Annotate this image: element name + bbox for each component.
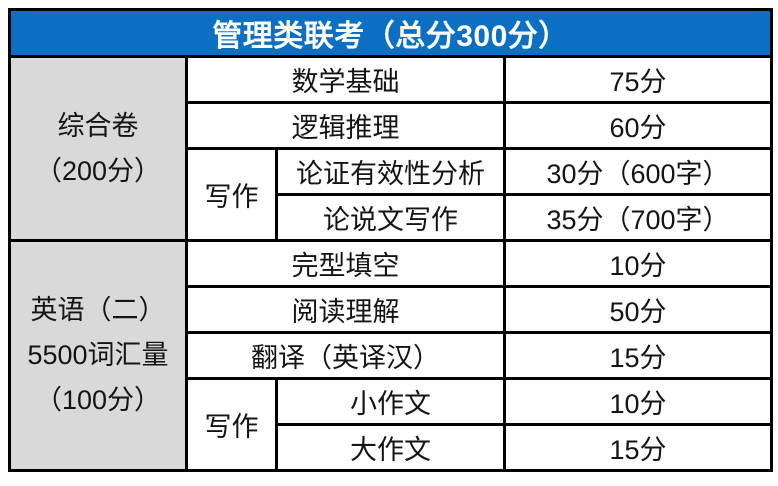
subject-math: 数学基础	[185, 55, 506, 104]
score-argumentative-essay: 35分（700字）	[503, 193, 773, 242]
subject-big-essay: 大作文	[275, 423, 506, 472]
row-cloze: 英语（二） 5500词汇量 （100分） 完型填空 10分	[8, 239, 773, 472]
sub-label-writing-comprehensive: 写作	[185, 147, 278, 242]
score-translation: 15分	[503, 331, 773, 380]
row-translation: 翻译（英译汉） 15分	[10, 331, 773, 380]
subject-translation: 翻译（英译汉）	[185, 331, 506, 380]
score-math: 75分	[503, 55, 773, 104]
section-label-comprehensive: 综合卷 （200分）	[8, 55, 188, 242]
score-argument-analysis: 30分（600字）	[503, 147, 773, 196]
row-reading: 阅读理解 50分	[10, 285, 773, 334]
subject-logic: 逻辑推理	[185, 101, 506, 150]
score-logic: 60分	[503, 101, 773, 150]
score-big-essay: 15分	[503, 423, 773, 472]
section-label-english-line2: 5500词汇量	[27, 340, 169, 370]
row-math: 综合卷 （200分） 数学基础 75分	[8, 55, 773, 242]
table-title: 管理类联考（总分300分）	[8, 8, 773, 58]
row-argument-analysis: 写作 论证有效性分析 30分（600字）	[10, 147, 773, 242]
sub-label-writing-english: 写作	[185, 377, 278, 472]
subject-small-essay: 小作文	[275, 377, 506, 426]
score-reading: 50分	[503, 285, 773, 334]
subject-reading: 阅读理解	[185, 285, 506, 334]
section-label-english-line1: 英语（二）	[30, 295, 166, 325]
row-argumentative-essay: 论说文写作 35分（700字）	[10, 193, 773, 242]
table-title-row: 管理类联考（总分300分）	[8, 8, 773, 58]
score-small-essay: 10分	[503, 377, 773, 426]
row-small-essay: 写作 小作文 10分	[10, 377, 773, 472]
section-label-english-line3: （100分）	[34, 385, 162, 415]
section-label-comprehensive-line1: 综合卷	[57, 110, 139, 141]
section-label-english: 英语（二） 5500词汇量 （100分）	[8, 239, 188, 472]
section-label-comprehensive-line2: （200分）	[34, 155, 162, 186]
score-cloze: 10分	[503, 239, 773, 288]
row-big-essay: 大作文 15分	[10, 423, 773, 472]
subject-argument-analysis: 论证有效性分析	[275, 147, 506, 196]
exam-structure-table: 管理类联考（总分300分） 综合卷 （200分） 数学基础 75分 逻辑推理 6…	[8, 8, 773, 472]
row-logic: 逻辑推理 60分	[10, 101, 773, 150]
subject-argumentative-essay: 论说文写作	[275, 193, 506, 242]
subject-cloze: 完型填空	[185, 239, 506, 288]
